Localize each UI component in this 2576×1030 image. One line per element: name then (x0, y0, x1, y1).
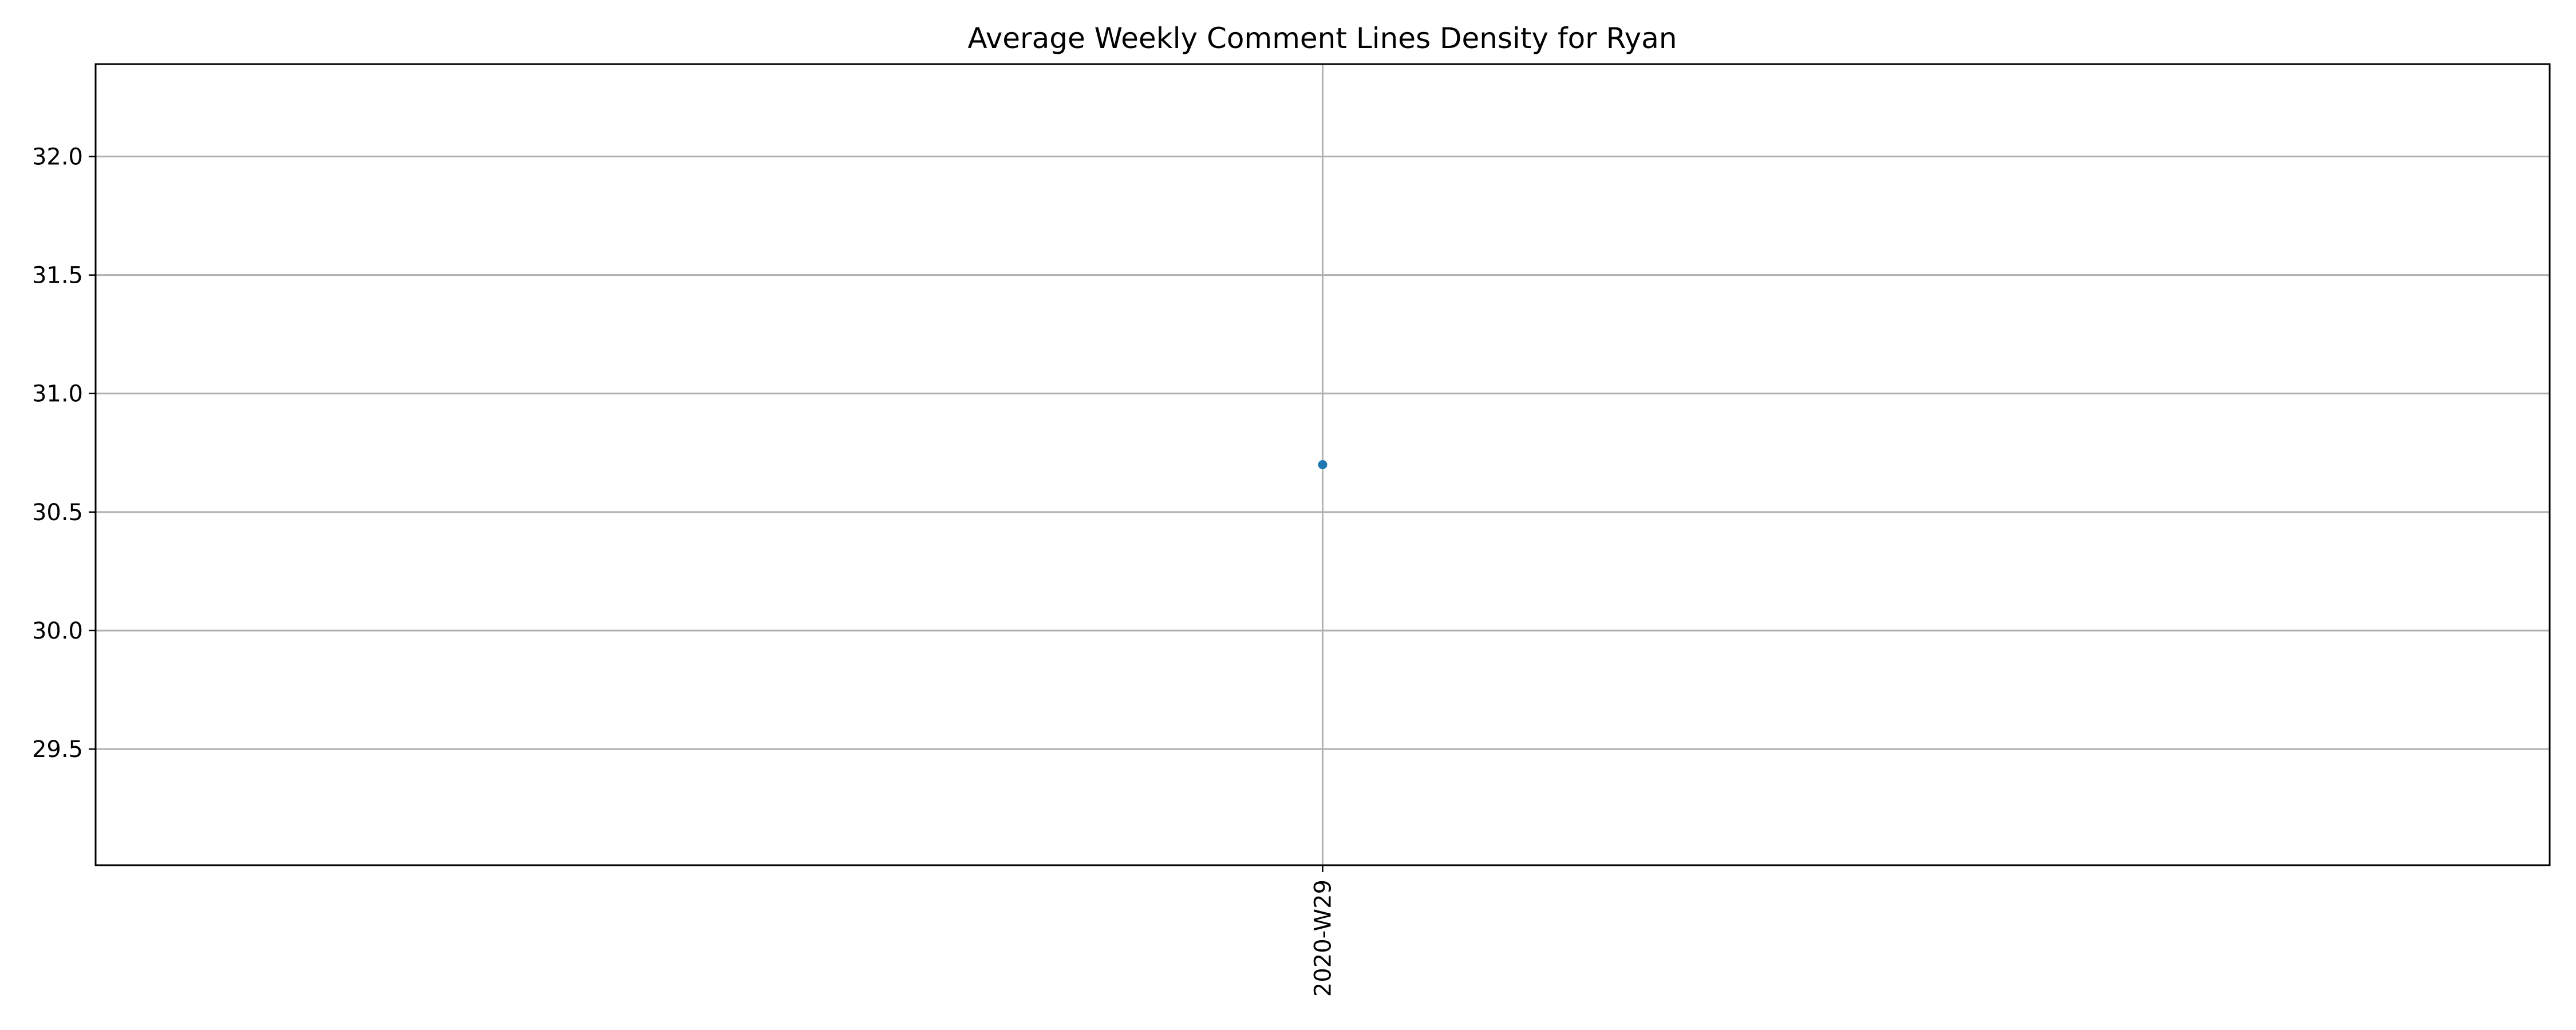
y-tick-label: 31.5 (32, 263, 83, 289)
grid-layer (96, 64, 2550, 865)
y-tick-label: 31.0 (32, 381, 83, 407)
ticks-layer: 29.5 30.0 30.5 31.0 31.5 32.0 2020-W29 (32, 144, 1337, 997)
y-tick-label: 29.5 (32, 736, 83, 763)
y-tick-label: 30.5 (32, 500, 83, 526)
x-tick-label: 2020-W29 (1310, 880, 1337, 997)
y-tick-label: 30.0 (32, 618, 83, 644)
plot-frame (94, 63, 2551, 866)
data-point (1318, 460, 1327, 469)
chart-title: Average Weekly Comment Lines Density for… (967, 22, 1677, 55)
y-tick-label: 32.0 (32, 144, 83, 171)
marks-layer (1318, 460, 1327, 469)
